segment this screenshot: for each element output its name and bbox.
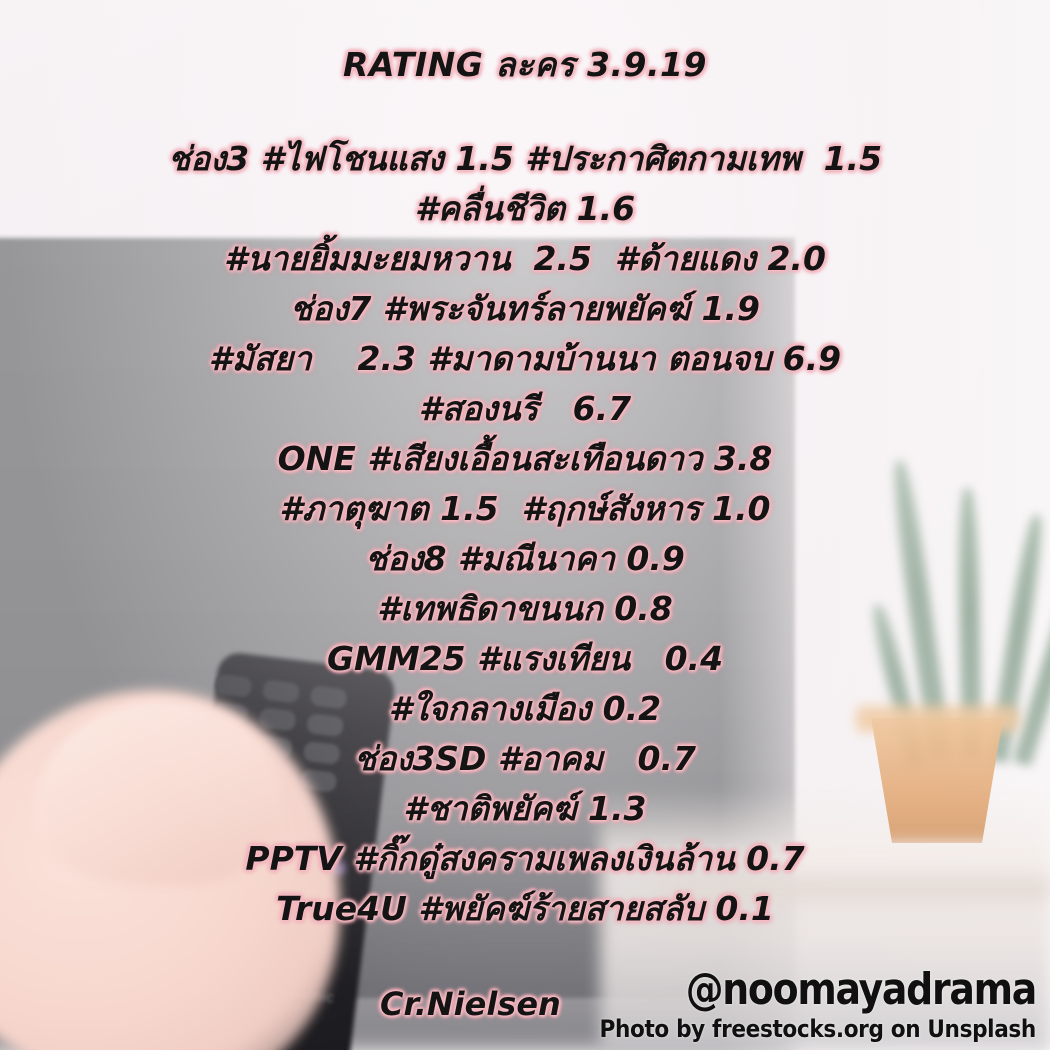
desk-edge [660,878,1050,900]
